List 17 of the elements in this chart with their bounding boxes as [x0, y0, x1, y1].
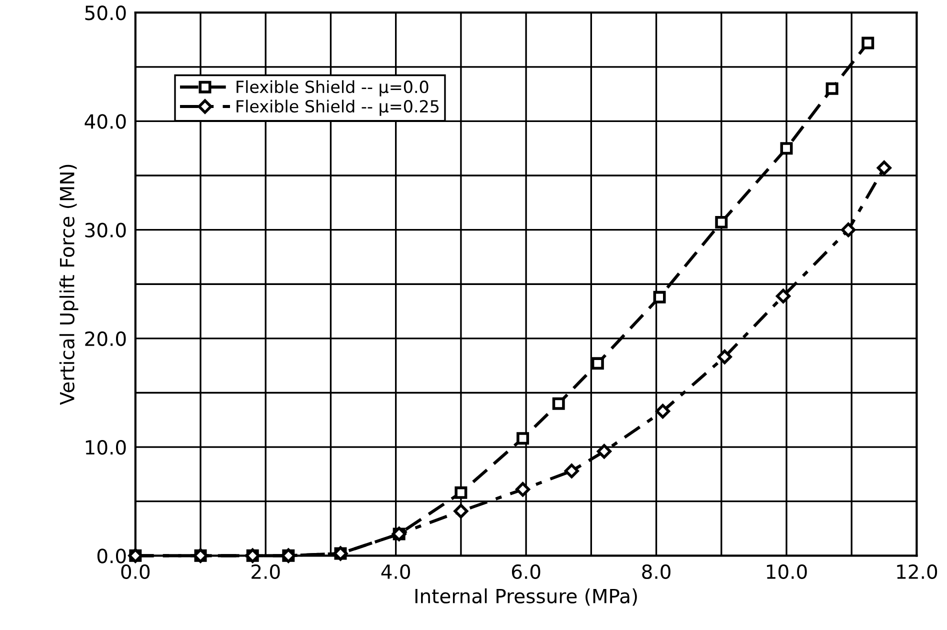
x-tick-label: 8.0 [642, 564, 670, 580]
y-tick-label: 50.0 [85, 6, 126, 20]
legend-label: Flexible Shield -- μ=0.0 [236, 80, 428, 96]
y-tick-label: 40.0 [84, 114, 126, 129]
y-axis-title: Vertical Uplift Force (MN) [59, 164, 78, 405]
x-axis-title: Internal Pressure (MPa) [415, 588, 637, 606]
x-tick-label: 4.0 [381, 564, 410, 580]
x-tick-label: 12.0 [897, 564, 938, 580]
y-tick-label: 0.0 [97, 548, 126, 564]
y-tick-label: 10.0 [86, 440, 126, 455]
x-tick-label: 10.0 [766, 564, 807, 580]
y-tick-label: 20.0 [85, 331, 126, 346]
x-tick-label: 0.0 [121, 564, 150, 580]
x-tick-label: 2.0 [252, 564, 280, 580]
y-tick-label: 30.0 [85, 222, 126, 238]
legend-label: Flexible Shield -- μ=0.25 [236, 100, 439, 116]
x-tick-label: 6.0 [512, 564, 540, 580]
